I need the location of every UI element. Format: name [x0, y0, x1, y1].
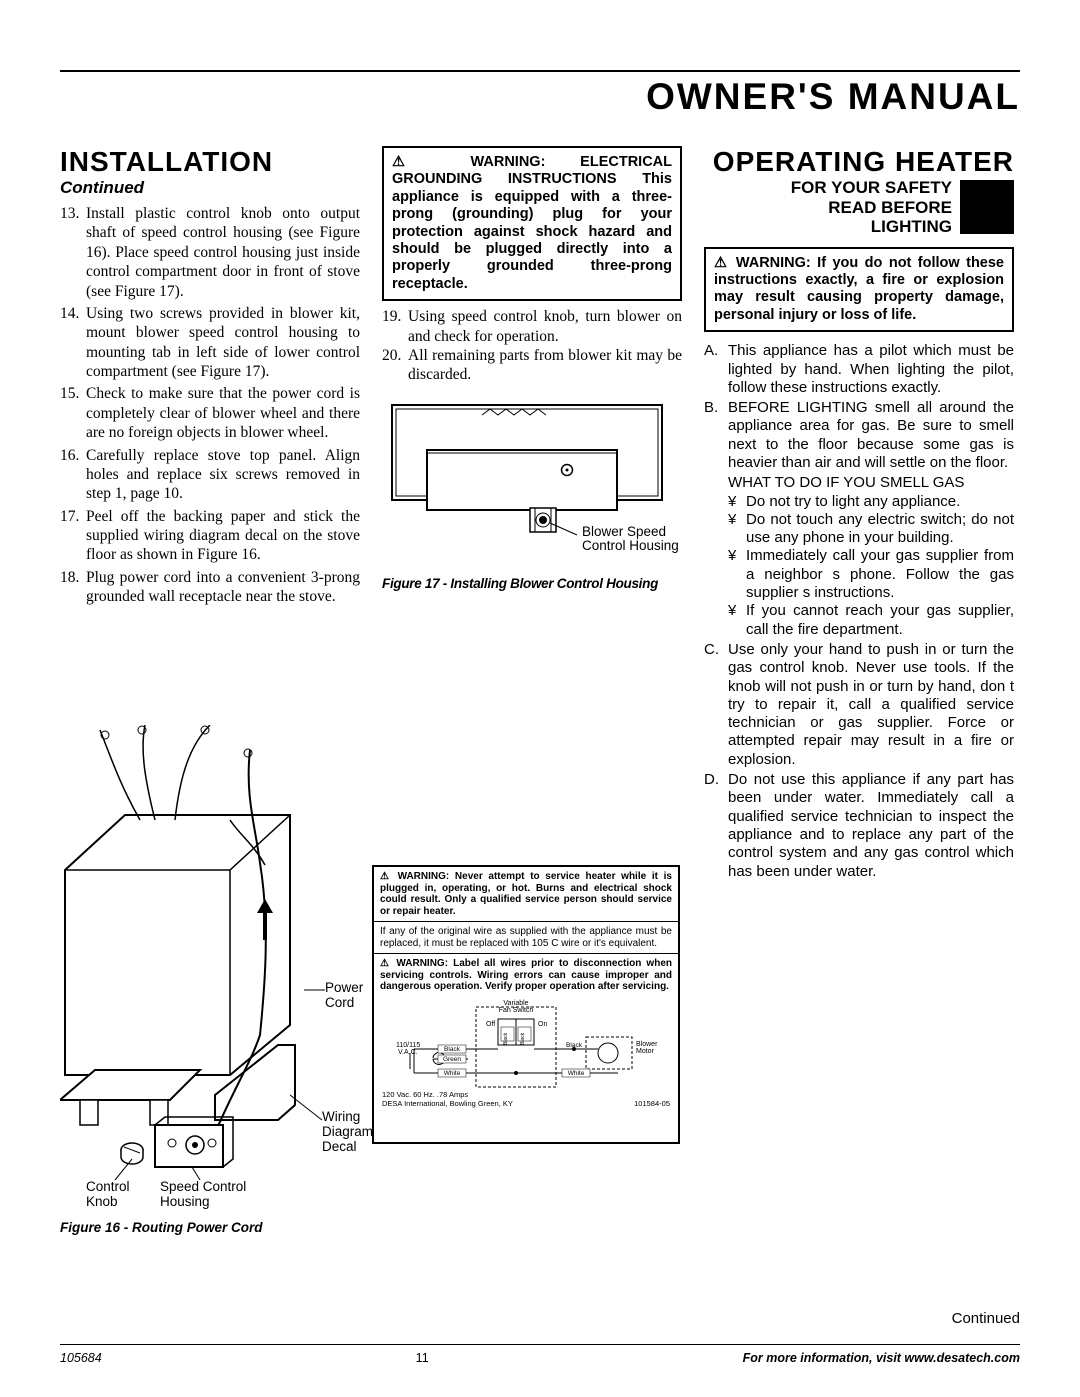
- operating-title: OPERATING HEATER: [704, 146, 1014, 178]
- bullet: Immediately call your gas supplier from …: [746, 547, 1014, 602]
- svg-text:Black: Black: [444, 1046, 461, 1053]
- svg-text:Variable: Variable: [503, 1000, 528, 1007]
- install-item: Carefully replace stove top panel. Align…: [86, 446, 360, 504]
- safety-heading: FOR YOUR SAFETY READ BEFORE LIGHTING: [704, 178, 1014, 237]
- install-item: Install plastic control knob onto output…: [86, 204, 360, 301]
- fig16-caption: Figure 16 - Routing Power Cord: [60, 1220, 263, 1235]
- wiring-warn-1: ⚠ WARNING: Never attempt to service heat…: [374, 867, 678, 922]
- installation-continued: Continued: [60, 178, 360, 198]
- continued-bottom: Continued: [952, 1310, 1020, 1327]
- label-speed-housing: Speed Control Housing: [160, 1180, 246, 1210]
- svg-text:White: White: [568, 1070, 585, 1077]
- svg-text:110/115: 110/115: [396, 1042, 420, 1049]
- header-title: OWNER'S MANUAL: [60, 76, 1020, 118]
- footer-page: 11: [416, 1351, 429, 1365]
- operating-list: A.This appliance has a pilot which must …: [704, 342, 1014, 881]
- svg-text:Black: Black: [566, 1042, 583, 1049]
- op-item: Do not use this appliance if any part ha…: [728, 771, 1014, 881]
- wiring-decal-box: ⚠ WARNING: Never attempt to service heat…: [372, 865, 680, 1144]
- electrical-warning-box: ⚠ WARNING: ELECTRICAL GROUNDING INSTRUCT…: [382, 146, 682, 301]
- svg-text:Off: Off: [486, 1021, 495, 1028]
- warn-body: This appliance is equipped with a three-…: [392, 171, 672, 291]
- warning-icon: ⚠: [380, 958, 396, 969]
- warning-icon: ⚠: [380, 871, 398, 882]
- op-item: Use only your hand to push in or turn th…: [728, 641, 1014, 769]
- svg-text:V.A.C.: V.A.C.: [398, 1049, 418, 1056]
- svg-text:Black: Black: [520, 1032, 526, 1045]
- install-item: Plug power cord into a convenient 3-pron…: [86, 568, 360, 607]
- svg-text:Green: Green: [443, 1056, 461, 1063]
- bullets: ¥Do not try to light any appliance. ¥Do …: [728, 493, 1014, 639]
- label-control-knob: Control Knob: [86, 1180, 130, 1210]
- what-to-do: WHAT TO DO IF YOU SMELL GAS: [728, 474, 1014, 492]
- svg-text:On: On: [538, 1021, 547, 1028]
- svg-text:Black: Black: [503, 1032, 509, 1045]
- install-item: All remaining parts from blower kit may …: [408, 346, 682, 385]
- footer-docnum: 105684: [60, 1351, 102, 1365]
- bullet: Do not try to light any appliance.: [746, 493, 1014, 511]
- wiring-note: If any of the original wire as supplied …: [374, 922, 678, 954]
- install-item: Using two screws provided in blower kit,…: [86, 304, 360, 382]
- install-list-cont: 19.Using speed control knob, turn blower…: [382, 307, 682, 385]
- op-item: This appliance has a pilot which must be…: [728, 342, 1014, 397]
- install-item: Peel off the backing paper and stick the…: [86, 507, 360, 565]
- svg-text:Motor: Motor: [636, 1048, 655, 1055]
- operating-warning-box: ⚠ WARNING: If you do not follow these in…: [704, 247, 1014, 333]
- warning-icon: ⚠: [392, 154, 471, 170]
- svg-text:Fan Switch: Fan Switch: [499, 1007, 534, 1014]
- safety-square: [960, 180, 1014, 234]
- svg-text:DESA International, Bowling Gr: DESA International, Bowling Green, KY: [382, 1099, 513, 1108]
- label-wiring-decal: Wiring Diagram Decal: [322, 1110, 373, 1155]
- warning-icon: ⚠: [714, 255, 736, 271]
- footer-rule: [60, 1344, 1020, 1345]
- label-power-cord: Power Cord: [325, 981, 363, 1011]
- svg-text:White: White: [444, 1070, 461, 1077]
- footer-url: For more information, visit www.desatech…: [743, 1351, 1020, 1365]
- wiring-warn-2: ⚠ WARNING: Label all wires prior to disc…: [374, 954, 678, 997]
- header-rule: [60, 70, 1020, 72]
- install-item: Check to make sure that the power cord i…: [86, 384, 360, 442]
- installation-title: INSTALLATION: [60, 146, 360, 178]
- svg-text:101584-05: 101584-05: [634, 1099, 670, 1108]
- bullet: If you cannot reach your gas supplier, c…: [746, 602, 1014, 639]
- footer: 105684 11 For more information, visit ww…: [60, 1344, 1020, 1365]
- col-right: OPERATING HEATER FOR YOUR SAFETY READ BE…: [704, 146, 1014, 883]
- fig17-caption: Figure 17 - Installing Blower Control Ho…: [382, 576, 682, 591]
- wiring-diagram: Variable Fan Switch OffOn 110/115V.A.C. …: [374, 997, 678, 1142]
- fig17-label: Blower SpeedControl Housing: [582, 525, 882, 555]
- svg-text:120 Vac. 60 Hz. .78 Amps: 120 Vac. 60 Hz. .78 Amps: [382, 1090, 468, 1099]
- op-item: BEFORE LIGHTING smell all around the app…: [728, 399, 1014, 472]
- install-item: Using speed control knob, turn blower on…: [408, 307, 682, 346]
- install-list: 13.Install plastic control knob onto out…: [60, 204, 360, 607]
- svg-text:Blower: Blower: [636, 1041, 658, 1048]
- figure-16-area: Control Knob Speed Control Housing Power…: [60, 725, 680, 1235]
